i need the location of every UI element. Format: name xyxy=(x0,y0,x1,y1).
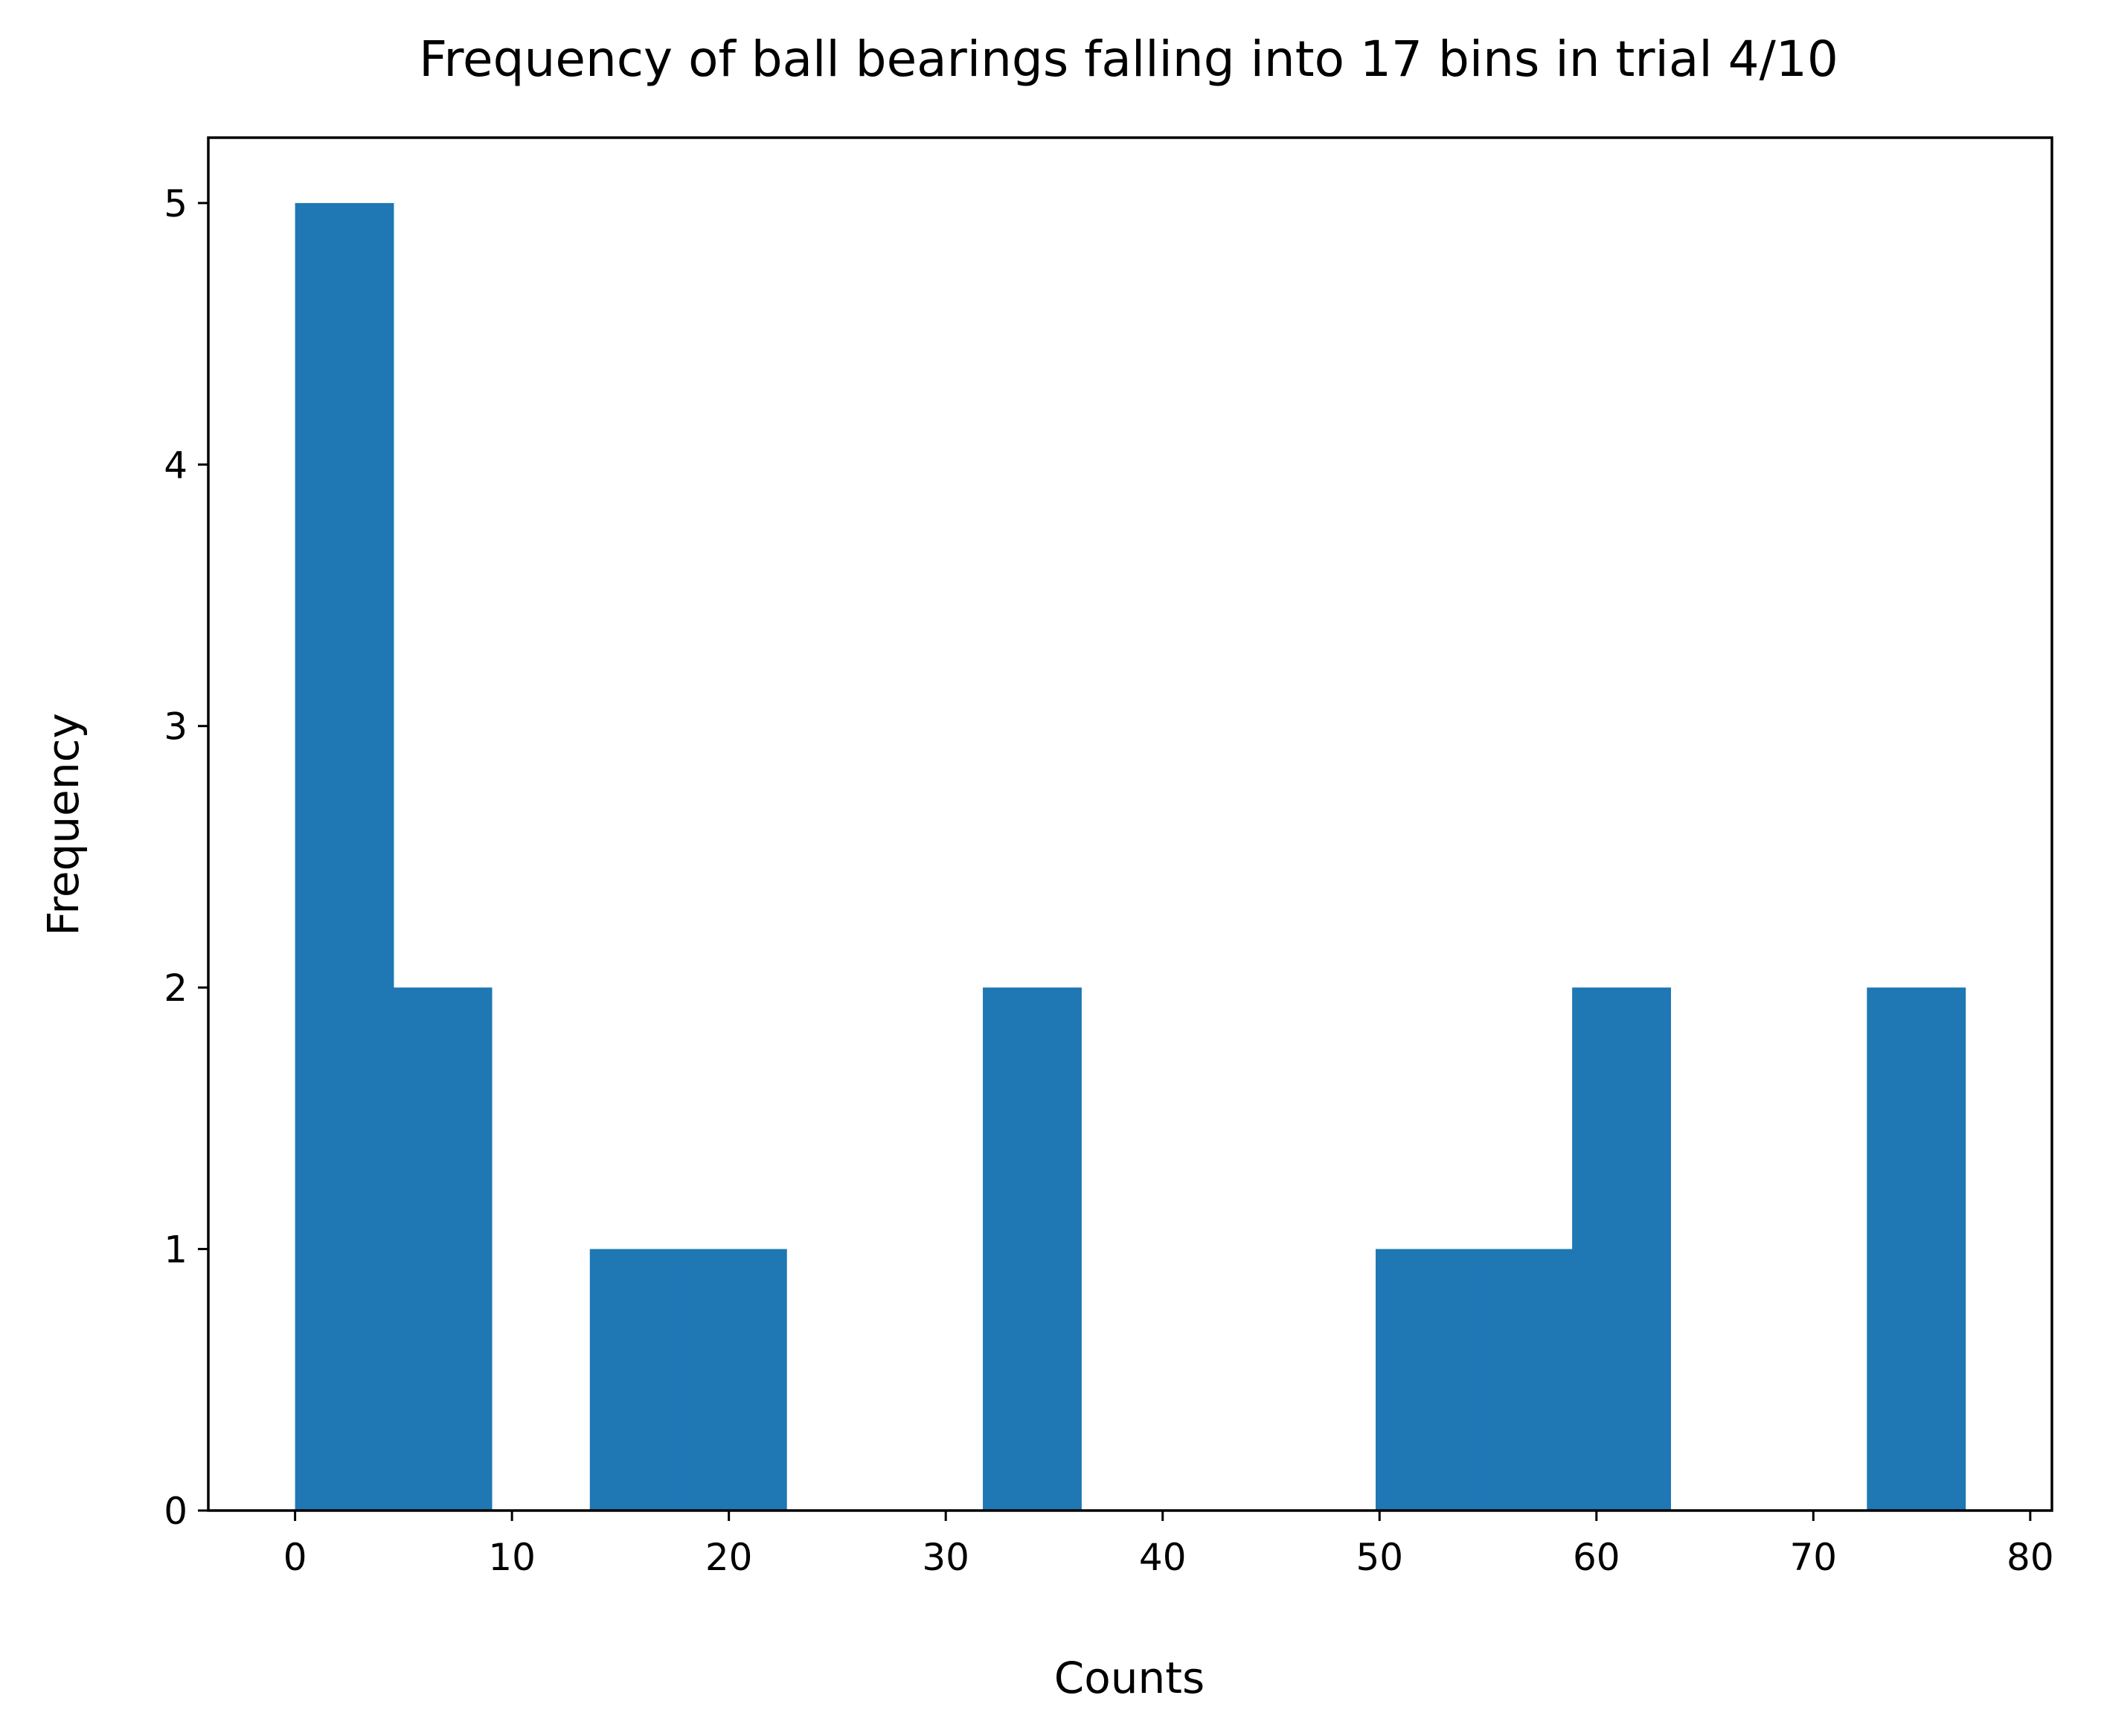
histogram-bar xyxy=(983,987,1082,1511)
histogram-bar xyxy=(1376,1249,1475,1511)
x-tick-label: 30 xyxy=(922,1536,969,1579)
x-tick-label: 80 xyxy=(2007,1536,2054,1579)
x-tick-label: 0 xyxy=(283,1536,307,1579)
y-tick-label: 2 xyxy=(164,967,187,1010)
y-axis: 0 1 2 3 4 5 xyxy=(164,182,208,1533)
y-tick-label: 5 xyxy=(164,182,187,225)
x-axis-label: Counts xyxy=(1054,1653,1205,1703)
histogram-bar xyxy=(1474,1249,1573,1511)
histogram-bar xyxy=(1572,987,1671,1511)
histogram-bar xyxy=(589,1249,689,1511)
plot-frame xyxy=(207,136,2053,1512)
histogram-bars xyxy=(295,202,1966,1511)
y-axis-label: Frequency xyxy=(38,713,89,936)
y-tick-label: 4 xyxy=(164,443,187,487)
histogram-bar xyxy=(295,202,394,1511)
y-tick-label: 1 xyxy=(164,1229,187,1272)
x-tick-label: 40 xyxy=(1139,1536,1187,1579)
y-tick-label: 0 xyxy=(164,1490,187,1533)
x-tick-label: 60 xyxy=(1573,1536,1620,1579)
histogram-bar xyxy=(1867,987,1966,1511)
histogram-bar xyxy=(393,987,493,1511)
y-tick-label: 3 xyxy=(164,705,187,749)
chart-title: Frequency of ball bearings falling into … xyxy=(419,31,1838,88)
x-tick-label: 50 xyxy=(1356,1536,1403,1579)
x-tick-label: 10 xyxy=(488,1536,536,1579)
x-tick-label: 20 xyxy=(705,1536,753,1579)
histogram-bar xyxy=(687,1249,787,1511)
x-axis: 0 10 20 30 40 50 60 70 80 xyxy=(283,1511,2054,1579)
x-tick-label: 70 xyxy=(1790,1536,1838,1579)
